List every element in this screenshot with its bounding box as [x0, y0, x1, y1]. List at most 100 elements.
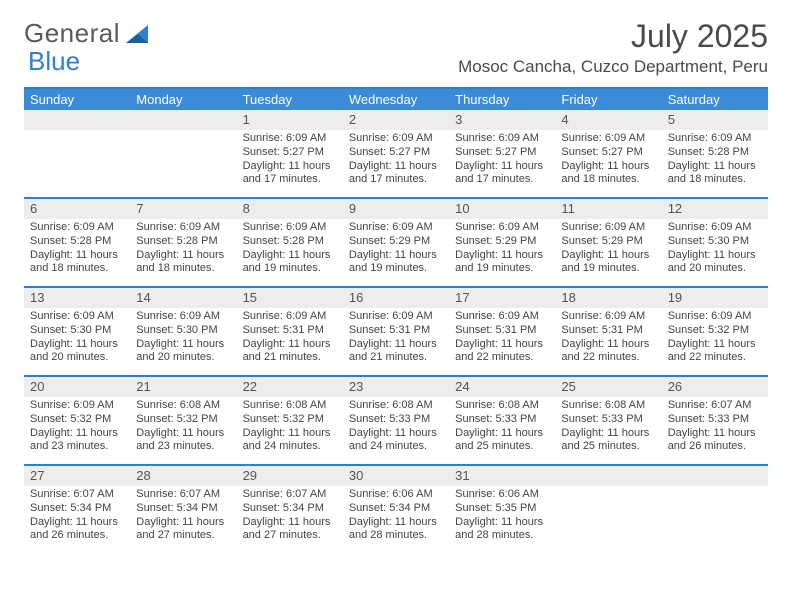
day-cell: Sunrise: 6:09 AMSunset: 5:27 PMDaylight:…	[343, 130, 449, 197]
sunrise-line: Sunrise: 6:09 AM	[136, 221, 230, 235]
day-cell: Sunrise: 6:06 AMSunset: 5:34 PMDaylight:…	[343, 486, 449, 553]
day-cell-body: Sunrise: 6:09 AMSunset: 5:32 PMDaylight:…	[24, 397, 130, 464]
daynum-row: 2728293031	[24, 464, 768, 486]
dow-row: SundayMondayTuesdayWednesdayThursdayFrid…	[24, 89, 768, 110]
day-cell: Sunrise: 6:07 AMSunset: 5:33 PMDaylight:…	[662, 397, 768, 464]
day-cell-body	[24, 130, 130, 142]
sunrise-line: Sunrise: 6:09 AM	[243, 132, 337, 146]
day-number: 8	[237, 199, 343, 219]
sunset-line: Sunset: 5:34 PM	[30, 502, 124, 516]
day-cell: Sunrise: 6:09 AMSunset: 5:29 PMDaylight:…	[449, 219, 555, 286]
daylight-line: Daylight: 11 hours and 19 minutes.	[349, 249, 443, 277]
day-cell-body: Sunrise: 6:09 AMSunset: 5:31 PMDaylight:…	[449, 308, 555, 375]
day-cell-body: Sunrise: 6:07 AMSunset: 5:34 PMDaylight:…	[237, 486, 343, 553]
day-number: 22	[237, 377, 343, 397]
daylight-line: Daylight: 11 hours and 26 minutes.	[30, 516, 124, 544]
day-cell-body: Sunrise: 6:08 AMSunset: 5:32 PMDaylight:…	[130, 397, 236, 464]
sunset-line: Sunset: 5:34 PM	[243, 502, 337, 516]
calendar: SundayMondayTuesdayWednesdayThursdayFrid…	[24, 87, 768, 553]
daylight-line: Daylight: 11 hours and 26 minutes.	[668, 427, 762, 455]
daylight-line: Daylight: 11 hours and 23 minutes.	[30, 427, 124, 455]
day-cell: Sunrise: 6:08 AMSunset: 5:33 PMDaylight:…	[449, 397, 555, 464]
day-number: 30	[343, 466, 449, 486]
daylight-line: Daylight: 11 hours and 25 minutes.	[455, 427, 549, 455]
day-number: 24	[449, 377, 555, 397]
day-cell-body: Sunrise: 6:07 AMSunset: 5:33 PMDaylight:…	[662, 397, 768, 464]
day-cell: Sunrise: 6:09 AMSunset: 5:27 PMDaylight:…	[555, 130, 661, 197]
dow-thursday: Thursday	[449, 89, 555, 110]
day-cell-body: Sunrise: 6:08 AMSunset: 5:33 PMDaylight:…	[555, 397, 661, 464]
location: Mosoc Cancha, Cuzco Department, Peru	[458, 57, 768, 77]
day-number: 12	[662, 199, 768, 219]
sunset-line: Sunset: 5:32 PM	[30, 413, 124, 427]
sunset-line: Sunset: 5:35 PM	[455, 502, 549, 516]
sunrise-line: Sunrise: 6:09 AM	[455, 132, 549, 146]
sunrise-line: Sunrise: 6:09 AM	[668, 310, 762, 324]
day-cell	[662, 486, 768, 553]
day-cell: Sunrise: 6:08 AMSunset: 5:32 PMDaylight:…	[237, 397, 343, 464]
sunset-line: Sunset: 5:33 PM	[349, 413, 443, 427]
daylight-line: Daylight: 11 hours and 28 minutes.	[455, 516, 549, 544]
day-number: 23	[343, 377, 449, 397]
daynum-row: 6789101112	[24, 197, 768, 219]
day-number: 14	[130, 288, 236, 308]
daylight-line: Daylight: 11 hours and 23 minutes.	[136, 427, 230, 455]
sunset-line: Sunset: 5:33 PM	[455, 413, 549, 427]
day-number: 5	[662, 110, 768, 130]
daylight-line: Daylight: 11 hours and 24 minutes.	[243, 427, 337, 455]
day-cell: Sunrise: 6:09 AMSunset: 5:29 PMDaylight:…	[555, 219, 661, 286]
daynum-row: 13141516171819	[24, 286, 768, 308]
sunrise-line: Sunrise: 6:09 AM	[30, 221, 124, 235]
day-number: 3	[449, 110, 555, 130]
daylight-line: Daylight: 11 hours and 27 minutes.	[136, 516, 230, 544]
sunset-line: Sunset: 5:29 PM	[561, 235, 655, 249]
sunset-line: Sunset: 5:30 PM	[668, 235, 762, 249]
day-cell-body: Sunrise: 6:09 AMSunset: 5:27 PMDaylight:…	[555, 130, 661, 197]
day-number: 7	[130, 199, 236, 219]
daylight-line: Daylight: 11 hours and 17 minutes.	[243, 160, 337, 188]
daylight-line: Daylight: 11 hours and 22 minutes.	[455, 338, 549, 366]
day-cell-body: Sunrise: 6:09 AMSunset: 5:28 PMDaylight:…	[24, 219, 130, 286]
day-cell: Sunrise: 6:08 AMSunset: 5:33 PMDaylight:…	[343, 397, 449, 464]
daylight-line: Daylight: 11 hours and 18 minutes.	[668, 160, 762, 188]
day-number: 2	[343, 110, 449, 130]
sunset-line: Sunset: 5:27 PM	[243, 146, 337, 160]
sunset-line: Sunset: 5:31 PM	[349, 324, 443, 338]
daylight-line: Daylight: 11 hours and 18 minutes.	[30, 249, 124, 277]
day-cell-body: Sunrise: 6:09 AMSunset: 5:31 PMDaylight:…	[343, 308, 449, 375]
day-cell: Sunrise: 6:07 AMSunset: 5:34 PMDaylight:…	[24, 486, 130, 553]
dow-saturday: Saturday	[662, 89, 768, 110]
sunset-line: Sunset: 5:32 PM	[243, 413, 337, 427]
sunset-line: Sunset: 5:30 PM	[136, 324, 230, 338]
sunrise-line: Sunrise: 6:06 AM	[349, 488, 443, 502]
day-number: 17	[449, 288, 555, 308]
dow-monday: Monday	[130, 89, 236, 110]
sunset-line: Sunset: 5:28 PM	[136, 235, 230, 249]
day-number: 11	[555, 199, 661, 219]
sunrise-line: Sunrise: 6:06 AM	[455, 488, 549, 502]
day-number: 27	[24, 466, 130, 486]
week-row: Sunrise: 6:09 AMSunset: 5:28 PMDaylight:…	[24, 219, 768, 286]
day-number: 15	[237, 288, 343, 308]
logo-text-blue: Blue	[28, 46, 80, 77]
day-cell: Sunrise: 6:08 AMSunset: 5:33 PMDaylight:…	[555, 397, 661, 464]
day-number	[130, 110, 236, 130]
day-cell	[555, 486, 661, 553]
day-cell: Sunrise: 6:09 AMSunset: 5:29 PMDaylight:…	[343, 219, 449, 286]
day-cell-body: Sunrise: 6:08 AMSunset: 5:33 PMDaylight:…	[343, 397, 449, 464]
day-cell-body: Sunrise: 6:09 AMSunset: 5:29 PMDaylight:…	[343, 219, 449, 286]
week-row: Sunrise: 6:09 AMSunset: 5:27 PMDaylight:…	[24, 130, 768, 197]
sunset-line: Sunset: 5:31 PM	[455, 324, 549, 338]
daylight-line: Daylight: 11 hours and 28 minutes.	[349, 516, 443, 544]
sunset-line: Sunset: 5:27 PM	[561, 146, 655, 160]
day-cell-body: Sunrise: 6:06 AMSunset: 5:34 PMDaylight:…	[343, 486, 449, 553]
day-number: 16	[343, 288, 449, 308]
sunrise-line: Sunrise: 6:09 AM	[243, 221, 337, 235]
day-number	[662, 466, 768, 486]
day-cell: Sunrise: 6:09 AMSunset: 5:27 PMDaylight:…	[449, 130, 555, 197]
header: General July 2025 Mosoc Cancha, Cuzco De…	[0, 0, 792, 77]
day-number: 10	[449, 199, 555, 219]
sunset-line: Sunset: 5:28 PM	[243, 235, 337, 249]
day-cell: Sunrise: 6:09 AMSunset: 5:31 PMDaylight:…	[343, 308, 449, 375]
daylight-line: Daylight: 11 hours and 22 minutes.	[561, 338, 655, 366]
